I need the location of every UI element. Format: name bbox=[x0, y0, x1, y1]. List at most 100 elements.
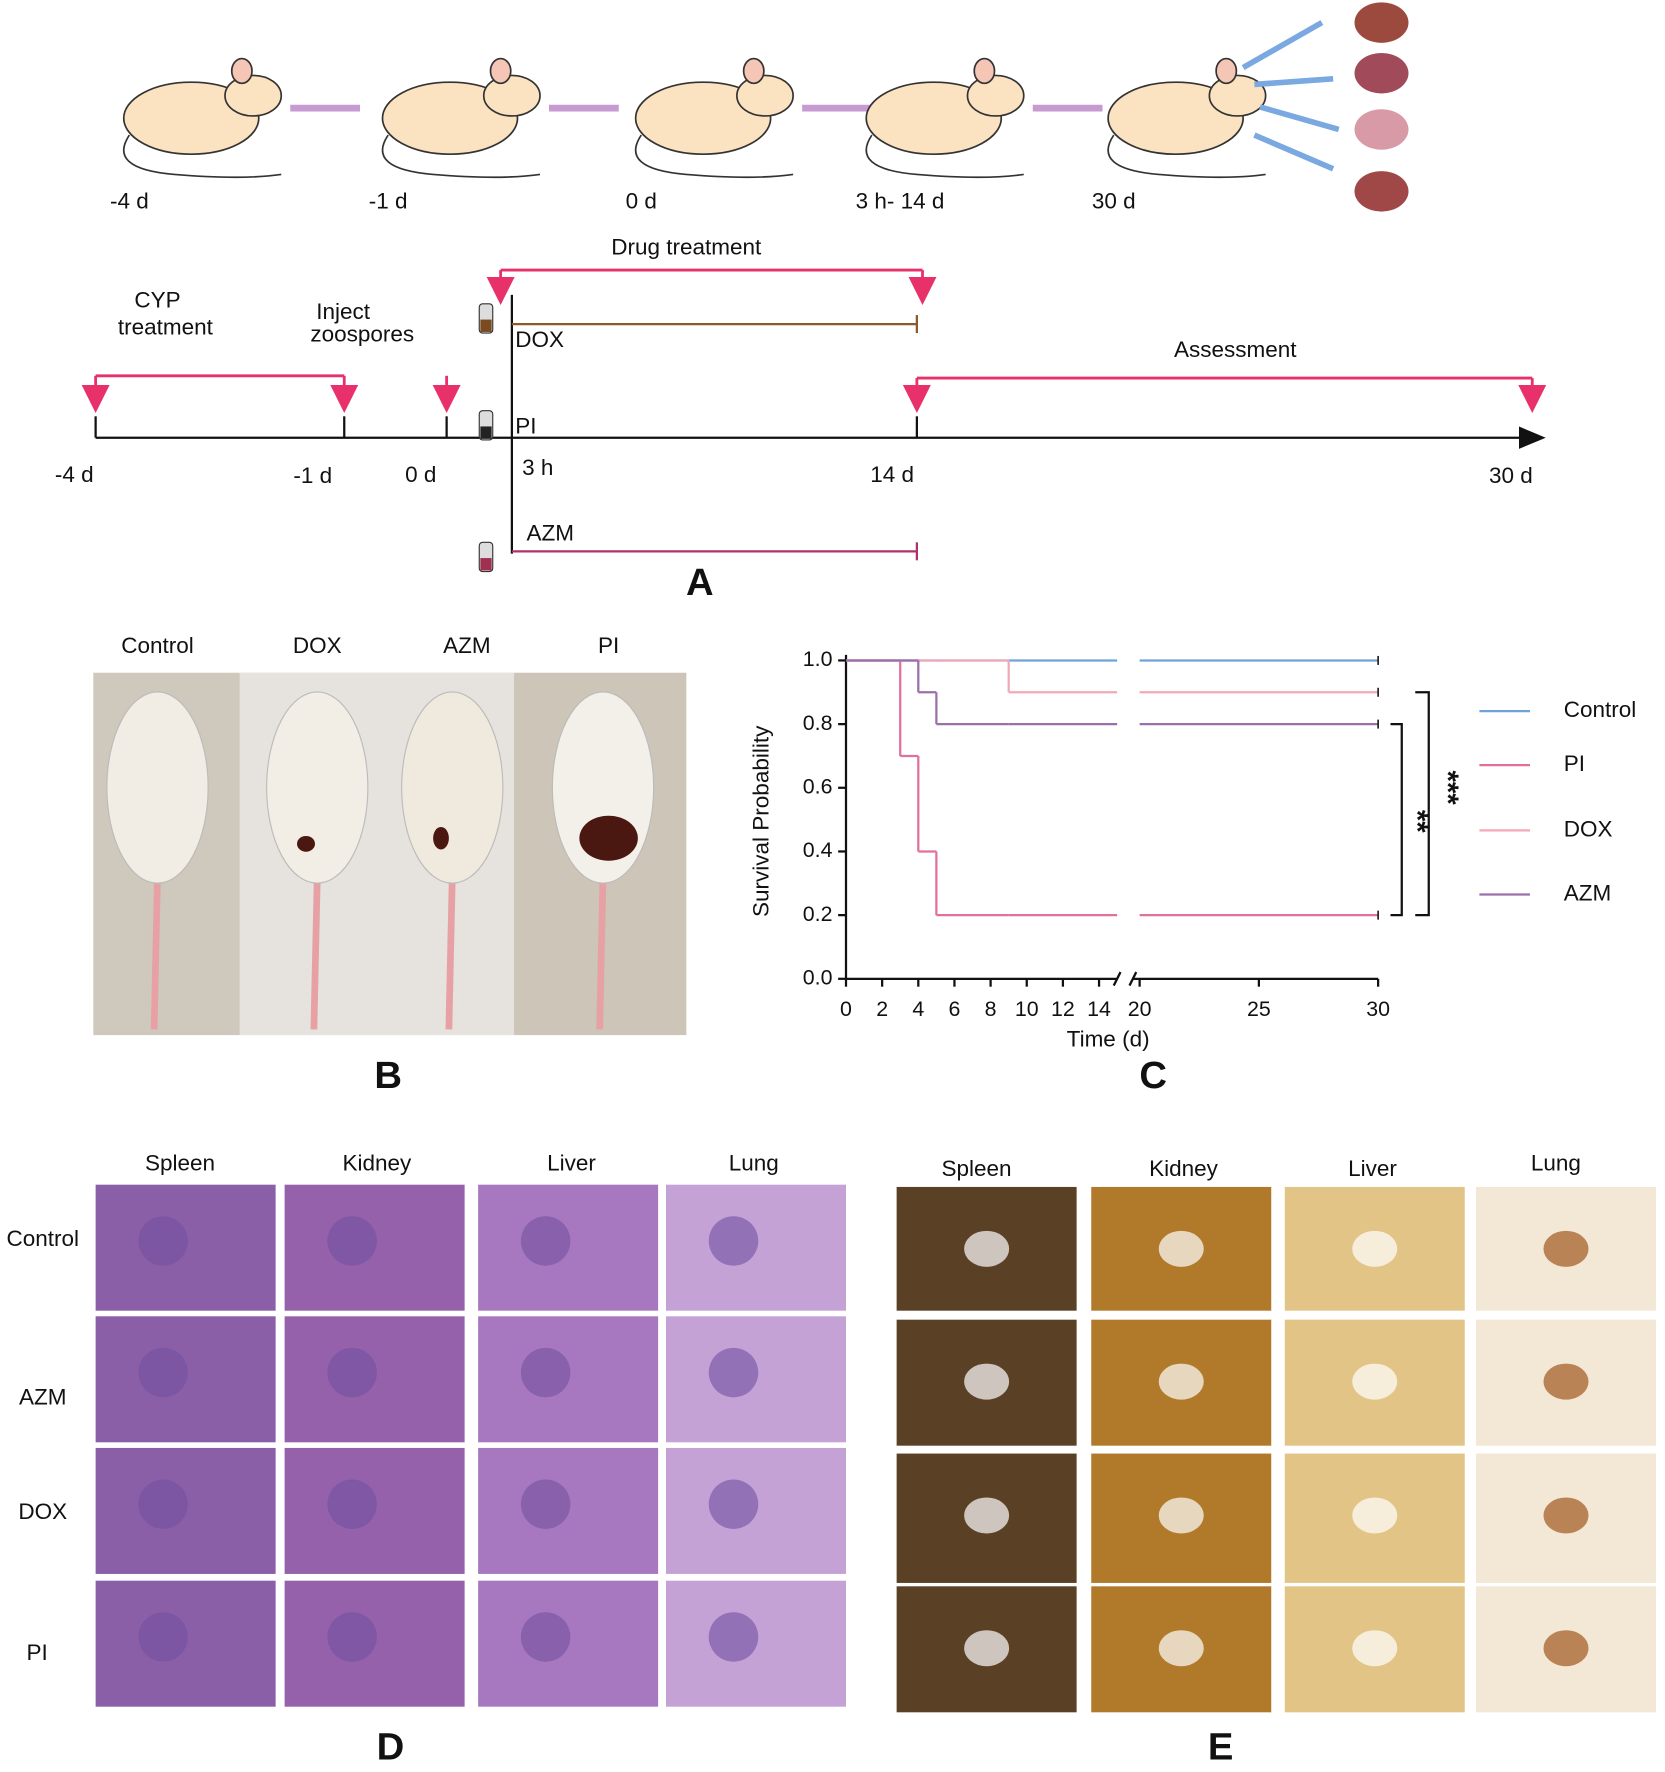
tissue-detail bbox=[1158, 1630, 1204, 1667]
tissue-detail bbox=[520, 1479, 571, 1529]
tissue-detail bbox=[1158, 1230, 1204, 1267]
label: Kidney bbox=[342, 1150, 412, 1175]
y-axis-title: Survival Probability bbox=[749, 725, 774, 917]
x-tick-label: 4 bbox=[912, 997, 924, 1021]
mouse-tail bbox=[596, 877, 607, 1030]
tissue-detail bbox=[1543, 1630, 1589, 1667]
organ bbox=[1354, 2, 1409, 43]
y-tick-label: 0.4 bbox=[803, 838, 833, 862]
tissue-detail bbox=[520, 1216, 571, 1266]
tissue-detail bbox=[520, 1612, 571, 1662]
sig-bracket bbox=[1390, 722, 1403, 917]
sig-bracket bbox=[1415, 691, 1430, 917]
mouse-tail bbox=[310, 877, 321, 1030]
mouse-head bbox=[736, 74, 794, 117]
y-tick-label: 0.6 bbox=[803, 774, 833, 798]
sig-annotation: *** bbox=[1431, 770, 1463, 805]
y-tick-label: 0.0 bbox=[803, 965, 833, 989]
label: treatment bbox=[118, 315, 214, 340]
tissue-detail bbox=[138, 1479, 188, 1529]
mouse-body bbox=[401, 691, 504, 884]
label: Spleen bbox=[941, 1156, 1011, 1181]
mouse-tail bbox=[381, 134, 541, 179]
organ bbox=[1354, 109, 1409, 150]
tube-fill bbox=[480, 426, 492, 439]
label: -1 d bbox=[369, 189, 408, 214]
mouse-body bbox=[266, 691, 369, 884]
tube-fill bbox=[480, 558, 492, 571]
label: PI bbox=[515, 414, 536, 439]
label: Liver bbox=[1348, 1156, 1397, 1181]
panel-label: C bbox=[1139, 1054, 1167, 1097]
y-tick-label: 0.2 bbox=[803, 902, 833, 926]
mouse-head bbox=[966, 74, 1025, 117]
mouse-tail bbox=[123, 134, 282, 179]
label: DOX bbox=[18, 1499, 67, 1524]
label: 0 d bbox=[626, 189, 657, 214]
mouse-tail bbox=[445, 877, 456, 1030]
x-axis-title: Time (d) bbox=[1067, 1027, 1150, 1052]
tissue-detail bbox=[520, 1347, 571, 1398]
label: 30 d bbox=[1092, 189, 1136, 214]
label: -4 d bbox=[55, 462, 94, 487]
label: Drug treatment bbox=[611, 235, 762, 260]
tissue-detail bbox=[138, 1612, 188, 1662]
label: Inject bbox=[316, 299, 371, 324]
label: zoospores bbox=[310, 321, 414, 346]
x-tick-label: 20 bbox=[1128, 997, 1152, 1021]
x-tick-label: 8 bbox=[985, 997, 997, 1021]
tissue-detail bbox=[138, 1347, 188, 1398]
mouse-tail bbox=[635, 134, 794, 179]
label: -4 d bbox=[110, 189, 149, 214]
tissue-detail bbox=[1352, 1497, 1398, 1534]
label: 14 d bbox=[870, 462, 914, 487]
tissue-detail bbox=[1543, 1363, 1589, 1400]
mouse-head bbox=[224, 74, 283, 117]
organ-arrow bbox=[1253, 132, 1335, 172]
x-tick-label: 2 bbox=[876, 997, 888, 1021]
x-tick-label: 10 bbox=[1015, 997, 1039, 1021]
mouse-ear bbox=[973, 57, 996, 85]
label: PI bbox=[26, 1640, 47, 1665]
label: E bbox=[1208, 1726, 1234, 1769]
label: A bbox=[686, 561, 714, 604]
tissue-detail bbox=[1352, 1630, 1398, 1667]
tissue-detail bbox=[708, 1612, 759, 1662]
label: DOX bbox=[515, 327, 564, 352]
label: 30 d bbox=[1489, 463, 1533, 488]
label: AZM bbox=[19, 1384, 67, 1409]
x-tick-label: 6 bbox=[949, 997, 961, 1021]
legend-label: PI bbox=[1564, 751, 1585, 776]
mouse-tail bbox=[150, 877, 161, 1030]
tissue-detail bbox=[327, 1216, 377, 1266]
y-tick-label: 0.8 bbox=[803, 711, 833, 735]
tissue-detail bbox=[327, 1347, 377, 1398]
x-tick-label: 12 bbox=[1051, 997, 1075, 1021]
mouse-ear bbox=[1215, 57, 1238, 85]
label: 0 d bbox=[405, 462, 436, 487]
label: Liver bbox=[547, 1150, 596, 1175]
organ-arrow bbox=[1254, 76, 1334, 88]
lesion bbox=[579, 815, 638, 861]
organ-arrow bbox=[1259, 104, 1340, 133]
label: Lung bbox=[729, 1150, 779, 1175]
tissue-detail bbox=[1158, 1363, 1204, 1400]
tube-fill bbox=[480, 319, 492, 332]
tissue-detail bbox=[327, 1479, 377, 1529]
y-tick-label: 1.0 bbox=[803, 647, 833, 671]
x-tick-label: 0 bbox=[840, 997, 852, 1021]
mouse-ear bbox=[489, 57, 512, 85]
x-tick-label: 14 bbox=[1087, 997, 1111, 1021]
sig-annotation: ** bbox=[1401, 810, 1433, 833]
label: PI bbox=[598, 633, 619, 658]
x-tick-label: 30 bbox=[1366, 997, 1390, 1021]
organ bbox=[1354, 171, 1409, 212]
tissue-detail bbox=[1543, 1497, 1589, 1534]
organ bbox=[1354, 52, 1409, 94]
tissue-detail bbox=[1352, 1230, 1398, 1267]
mouse-body bbox=[106, 691, 209, 884]
tissue-detail bbox=[1352, 1363, 1398, 1400]
label: Assessment bbox=[1174, 337, 1297, 362]
label: -1 d bbox=[293, 463, 332, 488]
